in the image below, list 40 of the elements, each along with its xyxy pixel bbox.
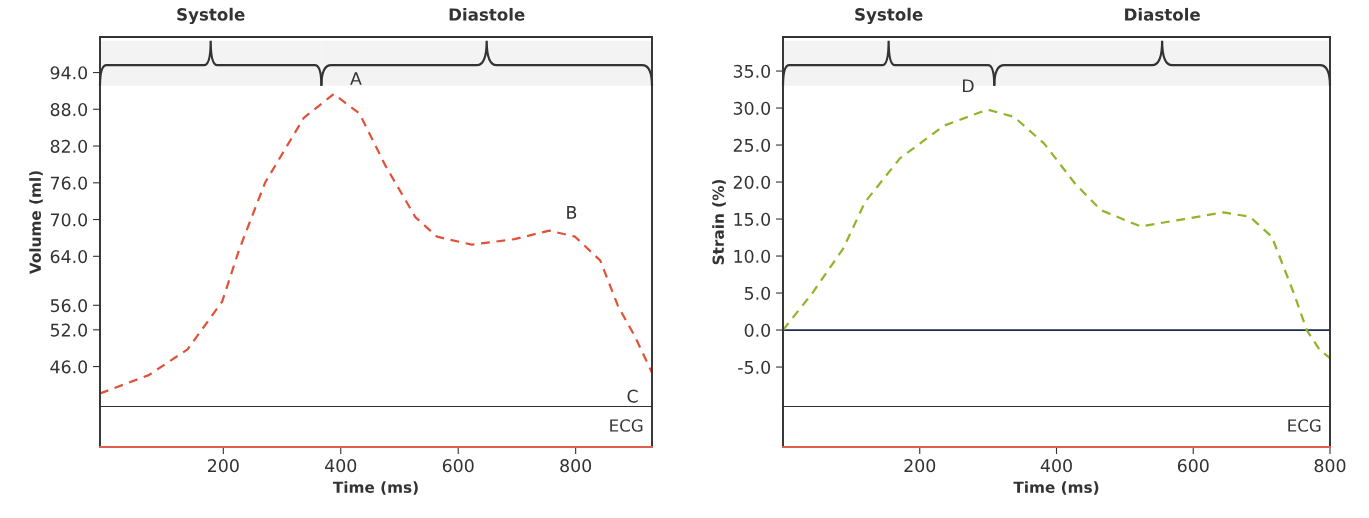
band-label: Diastole <box>1125 7 1200 21</box>
annotation: C <box>627 389 638 403</box>
y-tick-label: 52.0 <box>50 323 88 337</box>
x-tick-label: 200 <box>208 459 239 473</box>
y-tick-label: 20.0 <box>733 175 771 189</box>
x-tick-label: 400 <box>1040 459 1072 473</box>
text: ECG <box>1288 419 1321 432</box>
annotation: D <box>963 79 974 93</box>
annotation: B <box>567 206 577 219</box>
x-tick-label: 400 <box>325 459 357 473</box>
y-tick-label: 64.0 <box>50 250 88 264</box>
y-tick-label: 56.0 <box>50 299 88 313</box>
band-label: Diastole <box>449 7 525 21</box>
y-tick-label: 15.0 <box>734 212 771 226</box>
x-tick-label: 200 <box>904 459 936 473</box>
y-tick-label: 25.0 <box>733 138 771 152</box>
text: ECG <box>610 419 643 432</box>
band-label: Systole <box>855 7 923 25</box>
x-tick-label: 800 <box>1314 459 1346 473</box>
y-tick-label: 94.0 <box>50 66 88 80</box>
y-tick-label: 30.0 <box>733 101 771 115</box>
x-axis-title: Time (ms) <box>332 481 418 495</box>
y-tick-label: 35.0 <box>733 64 771 78</box>
x-tick-label: 600 <box>1177 459 1209 473</box>
y-axis-title: Volume (ml) <box>29 171 43 275</box>
y-tick-label: 82.0 <box>50 139 88 153</box>
x-tick-label: 600 <box>442 459 474 473</box>
y-tick-label: 10.0 <box>734 249 771 263</box>
y-tick-label: -5.0 <box>738 360 771 374</box>
y-axis-title: Strain (%) <box>712 179 726 265</box>
y-tick-label: 70.0 <box>50 213 88 227</box>
y-tick-label: 0.0 <box>744 323 771 337</box>
annotation: A <box>350 72 362 85</box>
band-label: Systole <box>177 7 245 25</box>
y-tick-label: 76.0 <box>50 176 88 190</box>
x-axis-title: Time (ms) <box>1013 481 1099 495</box>
y-tick-label: 88.0 <box>50 103 88 117</box>
y-tick-label: 46.0 <box>50 360 88 374</box>
x-tick-label: 800 <box>560 459 592 473</box>
y-tick-label: 5.0 <box>744 286 771 300</box>
